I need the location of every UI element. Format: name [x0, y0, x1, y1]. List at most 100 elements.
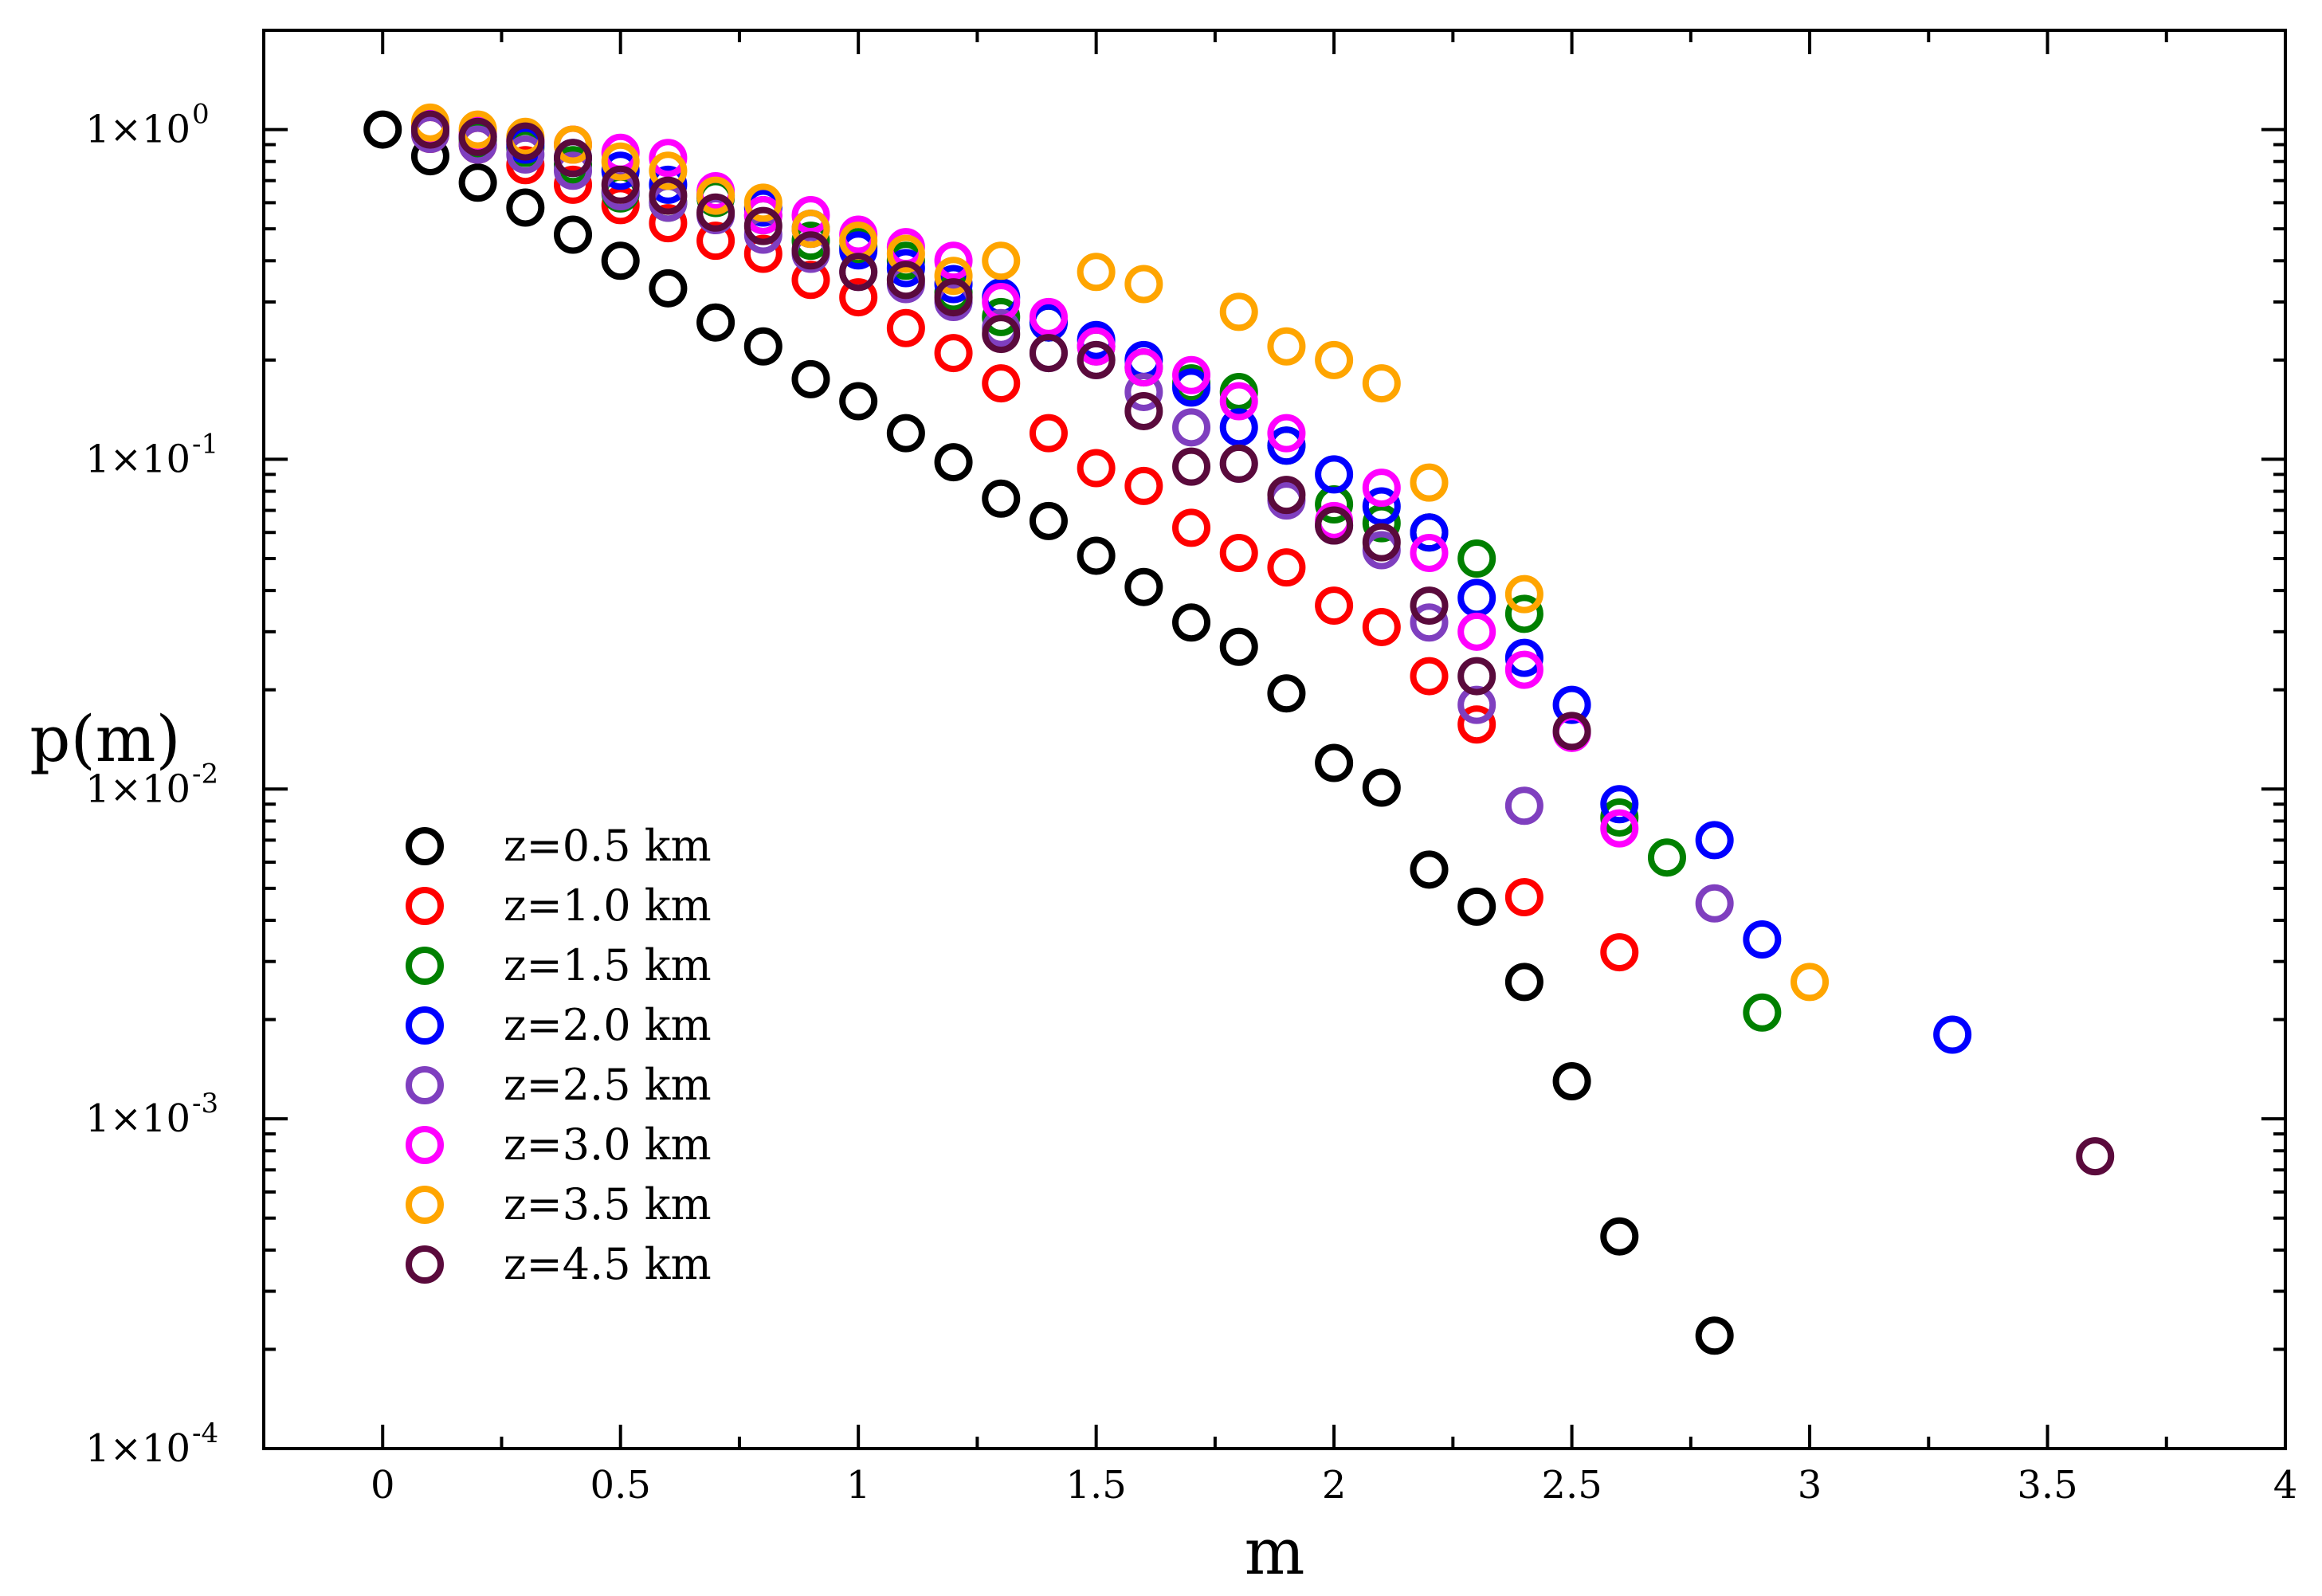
x-tick-label: 1.5	[1065, 1463, 1126, 1508]
data-point	[1504, 786, 1543, 825]
data-point	[1362, 487, 1401, 526]
data-point	[1267, 548, 1306, 587]
data-point	[839, 382, 878, 421]
legend-marker	[406, 1066, 444, 1104]
data-point	[1029, 334, 1068, 373]
data-point	[506, 135, 545, 174]
data-point	[1172, 355, 1211, 394]
data-point	[1600, 785, 1639, 824]
data-point	[696, 193, 735, 232]
data-point	[791, 196, 830, 235]
data-point	[1600, 809, 1639, 848]
data-point	[1504, 877, 1543, 916]
y-axis: 1×10 01×10 -11×10 -21×10 -31×10 -4	[85, 29, 2285, 1471]
y-tick-label: 1×10	[85, 767, 190, 811]
data-point	[1267, 476, 1306, 515]
data-point	[743, 327, 782, 366]
data-point	[554, 165, 593, 204]
data-point	[649, 151, 688, 190]
data-point	[1552, 712, 1591, 751]
data-point	[1362, 768, 1401, 807]
x-tick-label: 2	[1322, 1463, 1347, 1508]
data-point	[1410, 463, 1449, 502]
data-point	[1077, 449, 1116, 488]
data-point	[1219, 408, 1258, 447]
data-point	[1457, 705, 1496, 744]
x-tick-label: 3	[1798, 1463, 1822, 1508]
data-point	[982, 364, 1021, 403]
legend-marker	[406, 1126, 444, 1164]
data-point	[506, 122, 545, 161]
data-point	[1457, 578, 1496, 618]
y-tick-exponent: -4	[192, 1418, 218, 1449]
data-point	[1504, 650, 1543, 689]
data-point	[1029, 501, 1068, 540]
data-point	[1029, 414, 1068, 453]
data-point	[1600, 933, 1639, 972]
data-point	[1077, 327, 1116, 366]
data-point	[1695, 1316, 1734, 1355]
data-point	[1219, 444, 1258, 483]
data-point	[1267, 674, 1306, 713]
data-point	[649, 269, 688, 308]
data-point	[934, 334, 973, 373]
data-point	[743, 196, 782, 235]
y-tick-exponent: 0	[192, 99, 210, 131]
data-point	[1362, 523, 1401, 562]
data-point	[696, 176, 735, 215]
data-point	[1504, 574, 1543, 614]
data-point	[1172, 408, 1211, 447]
y-tick-label: 1×10	[85, 437, 190, 481]
y-tick-mantissa: 1×10	[85, 767, 190, 811]
data-point	[1457, 612, 1496, 651]
legend-label: z=3.5 km	[504, 1179, 712, 1229]
data-point	[743, 206, 782, 245]
data-point	[982, 241, 1021, 280]
legend-label: z=2.0 km	[504, 1000, 712, 1050]
data-point	[1410, 850, 1449, 889]
data-point	[934, 278, 973, 317]
data-point	[1600, 798, 1639, 837]
data-point	[886, 261, 925, 300]
data-point	[1647, 838, 1686, 877]
data-point	[1552, 685, 1591, 724]
legend-label: z=2.5 km	[504, 1060, 712, 1110]
data-point	[1315, 743, 1354, 782]
data-point	[554, 125, 593, 164]
data-point	[1504, 963, 1543, 1002]
data-point	[1315, 586, 1354, 625]
data-point	[1410, 533, 1449, 572]
data-point	[791, 359, 830, 398]
y-tick-exponent: -1	[192, 428, 218, 460]
data-point	[743, 183, 782, 222]
data-point	[839, 253, 878, 292]
data-point	[1219, 627, 1258, 666]
legend-label: z=1.0 km	[504, 880, 712, 931]
data-point	[1743, 920, 1782, 959]
data-point	[1172, 447, 1211, 486]
plot-frame	[262, 29, 2287, 1450]
data-point	[1219, 533, 1258, 572]
data-point	[934, 443, 973, 482]
data-point	[1410, 586, 1449, 625]
legend-label: z=1.5 km	[504, 940, 712, 990]
data-point	[1457, 887, 1496, 926]
x-tick-label: 1	[846, 1463, 871, 1508]
data-point	[886, 249, 925, 288]
data-point	[601, 165, 640, 204]
data-point	[1029, 297, 1068, 336]
data-point	[886, 234, 925, 273]
data-point	[1077, 536, 1116, 575]
x-tick-label: 4	[2273, 1463, 2298, 1508]
data-point	[1791, 963, 1830, 1002]
y-tick-label: 1×10	[85, 1426, 190, 1471]
data-point	[1267, 426, 1306, 465]
data-point	[1077, 253, 1116, 292]
legend-marker	[406, 947, 444, 985]
data-point	[1933, 1015, 1972, 1054]
data-point	[934, 241, 973, 280]
data-point	[1315, 340, 1354, 379]
x-axis: 0 0.5 1 1.5 2 2.5 3 3.5 4	[262, 30, 2298, 1508]
data-point	[1695, 821, 1734, 860]
